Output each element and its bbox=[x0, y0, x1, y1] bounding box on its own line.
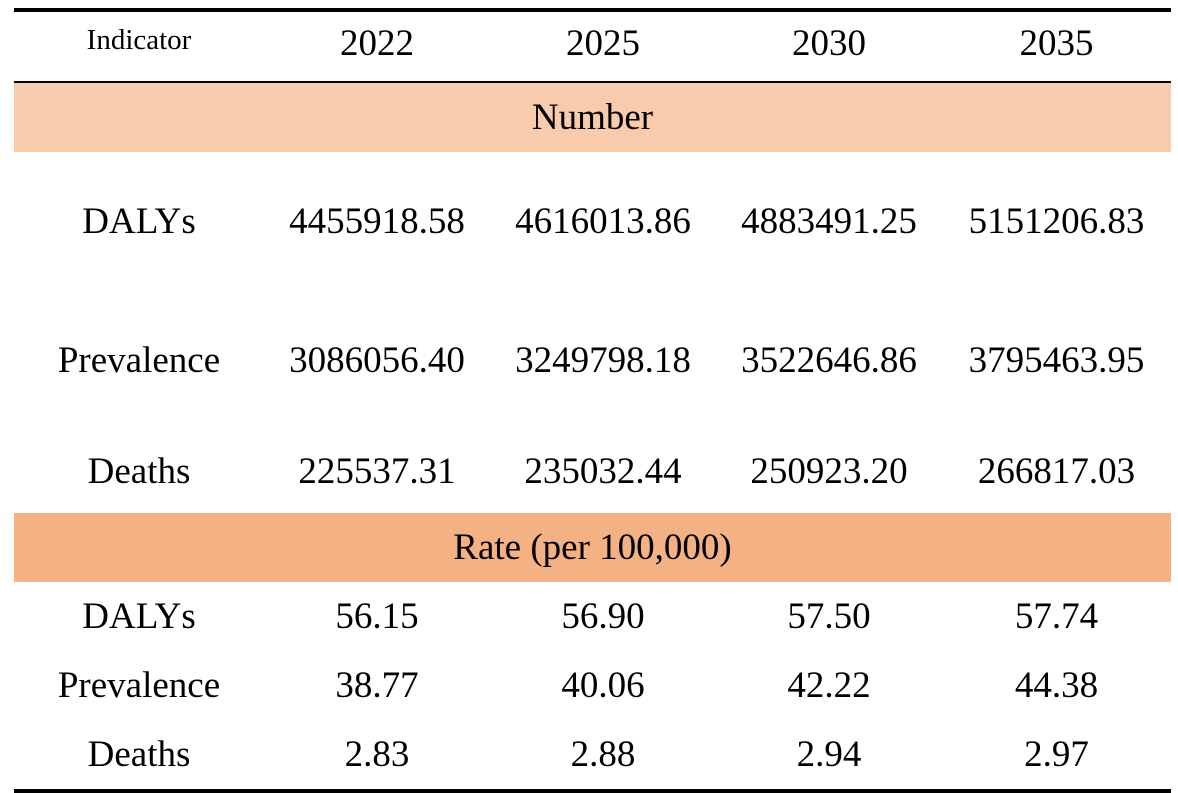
table-cell: 56.15 bbox=[335, 595, 419, 637]
table-row: DALYs 56.15 56.90 57.50 57.74 bbox=[14, 582, 1171, 651]
header-row: Indicator 2022 2025 2030 2035 bbox=[14, 12, 1171, 81]
table-cell: 44.38 bbox=[1014, 664, 1099, 706]
table-cell: 57.74 bbox=[1014, 595, 1099, 637]
table-row: Deaths 2.83 2.88 2.94 2.97 bbox=[14, 720, 1171, 789]
table-cell: 57.50 bbox=[787, 595, 871, 637]
table-cell-text: 3249798.18 bbox=[515, 339, 691, 381]
table-cell: 4616013.86 bbox=[490, 187, 716, 257]
table-row: DALYs 4455918.58 4616013.86 4883491.25 5… bbox=[14, 152, 1171, 291]
row-label: Deaths bbox=[87, 450, 191, 492]
table-cell: 2.94 bbox=[796, 733, 862, 775]
table-row: Prevalence 3086056.40 3249798.18 3522646… bbox=[14, 291, 1171, 430]
row-label: Deaths bbox=[87, 733, 191, 775]
row-label: Prevalence bbox=[57, 664, 221, 706]
table-cell: 2.83 bbox=[344, 733, 410, 775]
table-cell: 56.90 bbox=[561, 595, 645, 637]
table-row: Deaths 225537.31 235032.44 250923.20 266… bbox=[14, 430, 1171, 513]
header-year: 2035 bbox=[1019, 22, 1094, 64]
table-cell: 40.06 bbox=[561, 664, 645, 706]
table-cell: 4455918.58 bbox=[289, 200, 465, 242]
table-cell: 3795463.95 bbox=[968, 339, 1145, 381]
table-cell: 42.22 bbox=[787, 664, 871, 706]
table-cell: 250923.20 bbox=[750, 450, 908, 492]
table-row: Prevalence 38.77 40.06 42.22 44.38 bbox=[14, 651, 1171, 720]
data-table: Indicator 2022 2025 2030 2035 Number DAL… bbox=[14, 8, 1171, 793]
table-cell: 3249798.18 bbox=[490, 326, 716, 396]
table-cell: 225537.31 bbox=[298, 450, 456, 492]
header-year: 2030 bbox=[792, 22, 866, 64]
row-label: Prevalence bbox=[57, 339, 221, 381]
table-cell: 235032.44 bbox=[524, 450, 682, 492]
header-year: 2022 bbox=[340, 22, 414, 64]
table-cell: 2.88 bbox=[570, 733, 636, 775]
table-cell: 4883491.25 bbox=[741, 200, 917, 242]
table-cell: 38.77 bbox=[335, 664, 419, 706]
bottom-rule bbox=[14, 789, 1171, 793]
row-label: DALYs bbox=[82, 200, 196, 242]
row-label: DALYs bbox=[82, 595, 196, 637]
section-band-rate: Rate (per 100,000) bbox=[14, 513, 1171, 582]
header-year: 2025 bbox=[566, 22, 640, 64]
table-cell: 3086056.40 bbox=[289, 339, 465, 381]
table-cell: 3522646.86 bbox=[741, 339, 917, 381]
top-rule bbox=[14, 8, 1171, 12]
table-cell: 5151206.83 bbox=[968, 200, 1145, 242]
table-cell: 266817.03 bbox=[977, 450, 1136, 492]
table-cell: 2.97 bbox=[1024, 733, 1089, 775]
header-indicator: Indicator bbox=[86, 23, 192, 56]
header-rule bbox=[14, 81, 1171, 83]
table-cell-text: 4616013.86 bbox=[515, 200, 691, 242]
section-band-number: Number bbox=[14, 83, 1171, 152]
